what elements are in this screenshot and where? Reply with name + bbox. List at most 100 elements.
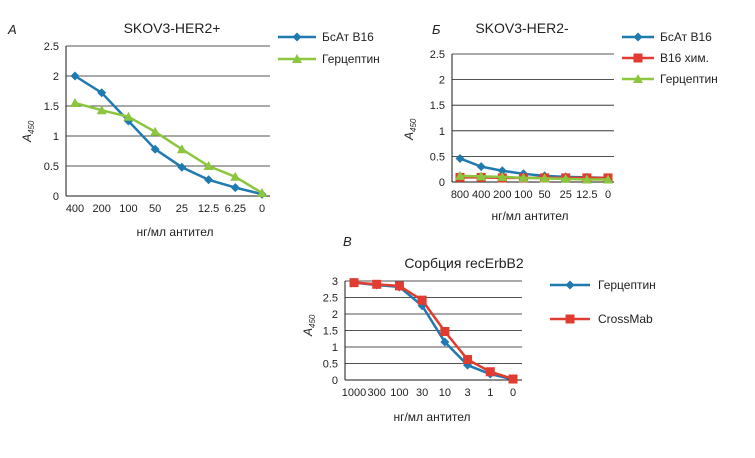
series-1 <box>70 98 267 197</box>
data-point <box>150 144 160 154</box>
legend-item: Герцептин <box>550 278 656 292</box>
y-tick-label: 1.5 <box>323 326 338 338</box>
chart-b: Б SKOV3-HER2- нг/мл антител A450 0 0.5 1 1.… <box>402 20 718 223</box>
data-point <box>508 374 518 384</box>
y-tick-label: 2 <box>332 309 338 321</box>
x-tick-label: 0 <box>510 387 516 399</box>
data-point <box>230 171 241 181</box>
x-axis-label: нг/мл антител <box>393 410 470 424</box>
data-point <box>440 326 450 336</box>
data-point <box>349 278 359 288</box>
legend-item: B16 хим. <box>622 51 709 65</box>
data-point <box>518 172 529 182</box>
data-point <box>96 105 107 115</box>
x-tick-label: 12.5 <box>198 203 219 215</box>
data-point <box>440 337 450 347</box>
y-tick-label: 2 <box>439 75 445 87</box>
x-tick-label: 100 <box>514 189 532 201</box>
x-axis-label: нг/мл антител <box>491 209 568 223</box>
data-point <box>204 175 214 185</box>
data-point <box>97 88 107 98</box>
y-tick-label: 2 <box>53 71 59 83</box>
y-tick-label: 2.5 <box>430 49 445 61</box>
chart-title: SKOV3-HER2- <box>475 20 569 36</box>
y-tick-label: 3 <box>332 276 338 288</box>
y-axis-label: A450 <box>301 314 317 337</box>
data-point <box>476 171 487 181</box>
legend-label: Герцептин <box>598 278 656 292</box>
data-point <box>70 98 80 107</box>
data-point <box>603 174 613 184</box>
y-tick-label: 0 <box>439 177 445 189</box>
panel-label: В <box>343 234 352 249</box>
data-point <box>230 183 240 193</box>
chart-title: SKOV3-HER2+ <box>124 20 221 36</box>
data-point <box>497 171 508 181</box>
data-point <box>463 355 473 365</box>
panel-label: А <box>7 22 17 37</box>
legend-item: Герцептин <box>622 72 718 86</box>
legend-marker <box>633 74 643 83</box>
x-tick-label: 1 <box>487 387 493 399</box>
series-line <box>74 74 263 196</box>
series-1 <box>349 278 518 384</box>
x-tick-label: 200 <box>93 203 111 215</box>
x-tick-label: 0 <box>605 189 611 201</box>
x-axis-label: нг/мл антител <box>136 225 213 239</box>
x-tick-label: 3 <box>465 387 471 399</box>
x-tick-label: 50 <box>149 203 161 215</box>
y-tick-label: 1.5 <box>430 100 445 112</box>
legend-label: Герцептин <box>660 72 718 86</box>
x-tick-label: 800 <box>451 189 469 201</box>
x-tick-label: 100 <box>390 387 408 399</box>
y-tick-label: 0.5 <box>323 359 338 371</box>
legend-marker <box>565 280 575 290</box>
legend-marker <box>292 54 302 63</box>
legend-marker <box>292 32 302 42</box>
x-tick-label: 30 <box>416 387 428 399</box>
y-tick-label: 1 <box>332 342 338 354</box>
x-tick-label: 10 <box>439 387 451 399</box>
data-point <box>123 111 134 121</box>
data-point <box>150 126 161 136</box>
x-tick-label: 400 <box>66 203 84 215</box>
x-tick-label: 400 <box>472 189 490 201</box>
x-tick-label: 1000 <box>342 387 366 399</box>
legend-marker <box>565 314 575 324</box>
data-point <box>497 166 507 176</box>
legend-item: БсАт B16 <box>278 30 374 44</box>
data-point <box>176 144 187 154</box>
y-tick-label: 0.5 <box>44 161 59 173</box>
series-0 <box>70 71 267 199</box>
data-point <box>203 161 214 170</box>
y-tick-label: 1.5 <box>44 101 59 113</box>
x-tick-label: 50 <box>538 189 550 201</box>
data-point <box>581 174 592 184</box>
data-point <box>394 281 404 291</box>
data-point <box>70 71 80 81</box>
x-tick-label: 12.5 <box>576 189 597 201</box>
legend-label: Герцептин <box>322 52 380 66</box>
chart-title: Сорбция recErbB2 <box>404 255 524 271</box>
series-2 <box>455 170 613 184</box>
x-tick-label: 0 <box>259 203 265 215</box>
data-point <box>372 279 382 289</box>
series-line <box>459 174 608 181</box>
data-point <box>417 295 427 305</box>
x-tick-label: 6.25 <box>225 203 246 215</box>
legend-item: CrossMab <box>550 312 653 326</box>
data-point <box>177 162 187 172</box>
legend-marker <box>633 32 643 42</box>
legend-label: B16 хим. <box>660 51 709 65</box>
y-tick-label: 2.5 <box>323 293 338 305</box>
x-tick-label: 200 <box>493 189 511 201</box>
y-axis-label: A450 <box>20 120 36 143</box>
x-tick-label: 300 <box>368 387 386 399</box>
y-tick-label: 0 <box>332 375 338 387</box>
data-point <box>455 170 465 180</box>
data-point <box>476 162 486 172</box>
y-tick-label: 0 <box>53 191 59 203</box>
chart-c: В Сорбция recErbB2 нг/мл антител A450 0 0… <box>301 234 656 424</box>
legend-label: БсАт B16 <box>322 30 374 44</box>
